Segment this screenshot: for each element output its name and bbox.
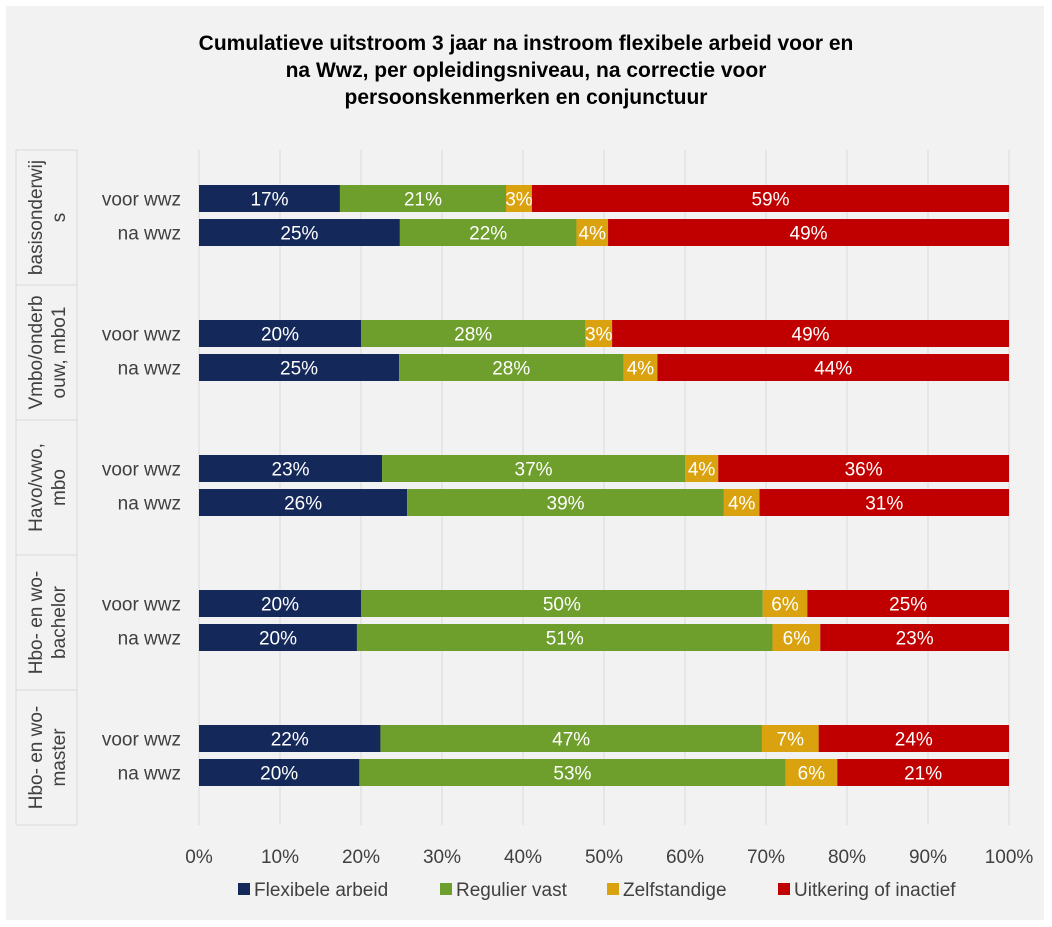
data-label: 20% — [261, 325, 299, 346]
data-label: 4% — [728, 494, 756, 515]
legend-label: Zelfstandige — [623, 880, 727, 901]
data-label: 53% — [553, 764, 591, 785]
x-tick-label: 70% — [747, 847, 785, 868]
row-label: na wwz — [118, 359, 181, 380]
data-label: 21% — [404, 190, 442, 211]
data-label: 47% — [552, 730, 590, 751]
group-label: Havo/vwo, mbo — [26, 443, 70, 532]
group-label: Hbo- en wo-master — [26, 706, 70, 810]
row-label: voor wwz — [102, 595, 181, 616]
legend: Flexibele arbeid Regulier vast Zelfstandig… — [238, 880, 956, 901]
data-label: 20% — [261, 595, 299, 616]
group-label-line: Hbo- en wo- — [26, 571, 47, 675]
group-label-line: bachelor — [49, 585, 70, 659]
data-label: 31% — [865, 494, 903, 515]
x-tick-label: 0% — [185, 847, 213, 868]
row-label: na wwz — [118, 224, 181, 245]
group-label-line: mbo — [49, 469, 70, 506]
row-label: voor wwz — [102, 190, 181, 211]
data-label: 25% — [889, 595, 927, 616]
x-tick-label: 100% — [985, 847, 1034, 868]
data-label: 20% — [260, 764, 298, 785]
gridlines — [199, 150, 1009, 825]
y-axis: basisonderwij s voor wwz na wwz Vmbo/onderb o… — [26, 160, 181, 809]
data-label: 6% — [771, 595, 799, 616]
data-label: 21% — [904, 764, 942, 785]
data-label: 22% — [469, 224, 507, 245]
data-label: 23% — [272, 460, 310, 481]
x-tick-label: 40% — [504, 847, 542, 868]
data-label: 3% — [505, 190, 533, 211]
group-label-line: master — [49, 728, 70, 787]
group-label: basisonderwij s — [26, 160, 70, 275]
group-label-line: basisonderwij — [26, 160, 47, 275]
legend-label: Flexibele arbeid — [254, 880, 388, 901]
group-label-line: Hbo- en wo- — [26, 706, 47, 810]
row-label: voor wwz — [102, 730, 181, 751]
legend-swatch — [607, 883, 619, 895]
group-label-line: Vmbo/onderb — [26, 295, 47, 409]
row-label: na wwz — [118, 764, 181, 785]
data-label: 25% — [280, 359, 318, 380]
data-label: 4% — [627, 359, 655, 380]
legend-swatch — [778, 883, 790, 895]
data-label: 36% — [845, 460, 883, 481]
row-label: voor wwz — [102, 325, 181, 346]
data-label: 26% — [284, 494, 322, 515]
x-tick-label: 80% — [828, 847, 866, 868]
data-label: 17% — [250, 190, 288, 211]
group-label-line: Havo/vwo, — [26, 443, 47, 532]
data-label: 37% — [515, 460, 553, 481]
x-tick-label: 60% — [666, 847, 704, 868]
data-label: 3% — [585, 325, 613, 346]
group-label: Vmbo/onderb ouw, mbo1 — [26, 295, 70, 409]
group-label-line: s — [49, 213, 70, 223]
group-label: Hbo- en wo-bachelor — [26, 571, 70, 675]
data-label: 49% — [792, 325, 830, 346]
row-label: voor wwz — [102, 460, 181, 481]
row-label: na wwz — [118, 494, 181, 515]
data-label: 6% — [783, 629, 811, 650]
data-label: 20% — [259, 629, 297, 650]
x-tick-label: 10% — [261, 847, 299, 868]
x-tick-label: 30% — [423, 847, 461, 868]
x-tick-label: 90% — [909, 847, 947, 868]
data-label: 50% — [543, 595, 581, 616]
row-label: na wwz — [118, 629, 181, 650]
data-label: 51% — [546, 629, 584, 650]
legend-swatch — [238, 883, 250, 895]
data-label: 4% — [688, 460, 716, 481]
data-label: 44% — [814, 359, 852, 380]
data-label: 6% — [798, 764, 826, 785]
data-label: 28% — [454, 325, 492, 346]
data-label: 49% — [790, 224, 828, 245]
legend-label: Regulier vast — [456, 880, 568, 901]
data-label: 4% — [579, 224, 607, 245]
data-label: 7% — [777, 730, 805, 751]
legend-swatch — [440, 883, 452, 895]
data-label: 23% — [896, 629, 934, 650]
group-label-line: ouw, mbo1 — [49, 307, 70, 399]
data-label: 22% — [271, 730, 309, 751]
x-axis: 0% 10% 20% 30% 40% 50% 60% 70% 80% 90% 100% — [185, 847, 1033, 868]
x-tick-label: 50% — [585, 847, 623, 868]
data-label: 28% — [492, 359, 530, 380]
data-label: 39% — [547, 494, 585, 515]
legend-label: Uitkering of inactief — [794, 880, 956, 901]
x-tick-label: 20% — [342, 847, 380, 868]
data-label: 59% — [751, 190, 789, 211]
data-label: 25% — [280, 224, 318, 245]
data-label: 24% — [895, 730, 933, 751]
